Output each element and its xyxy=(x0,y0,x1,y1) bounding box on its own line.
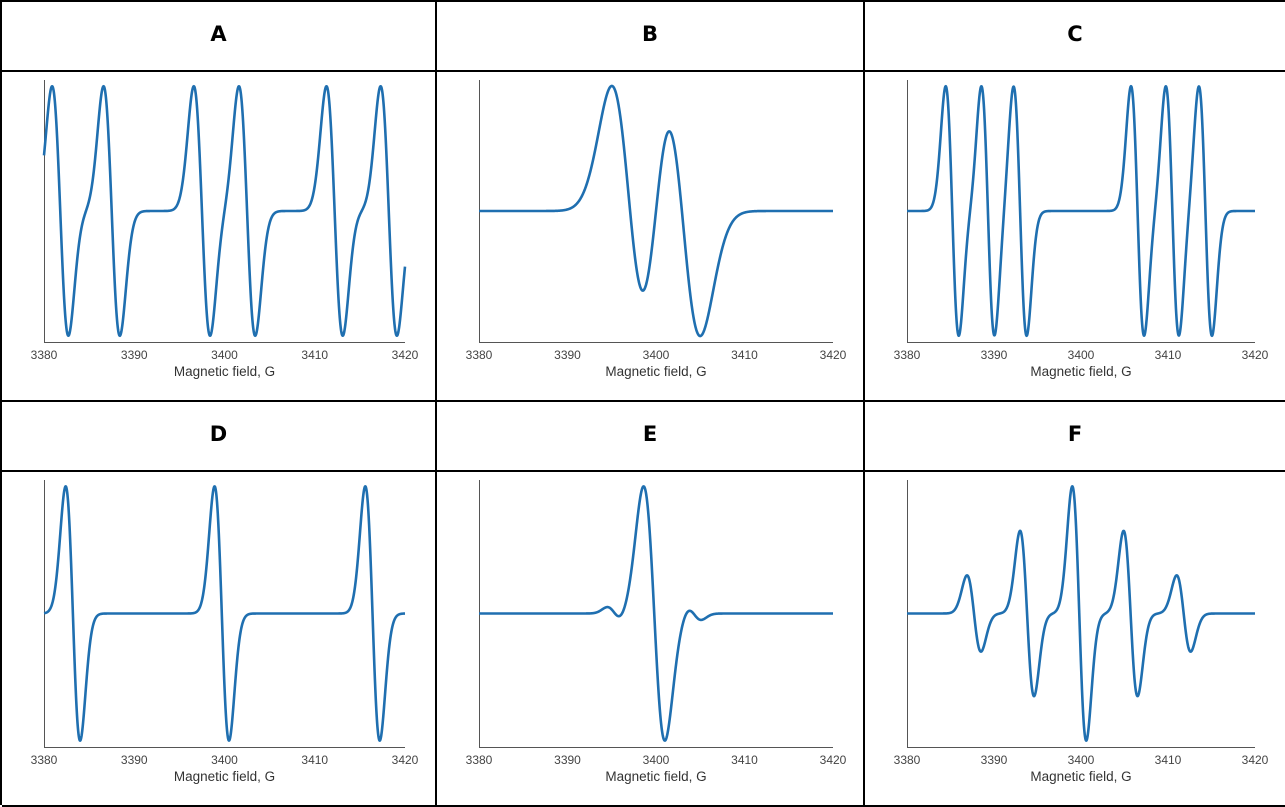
x-axis-label: Magnetic field, G xyxy=(1030,769,1131,784)
spectrum-line xyxy=(905,485,1257,742)
x-tick-label: 3390 xyxy=(554,753,581,767)
panel-label-f: F xyxy=(1067,422,1083,446)
epr-spectrum-e: 3380 3390 3400 3410 3420 Magnetic field, G xyxy=(466,480,847,784)
header-cell-e: E xyxy=(437,402,865,472)
spectrum-line xyxy=(42,84,407,338)
panel-label-e: E xyxy=(642,422,658,446)
header-cell-c: C xyxy=(865,2,1285,72)
x-tick-label: 3420 xyxy=(820,753,847,767)
x-tick-label: 3420 xyxy=(392,753,419,767)
x-tick-label: 3410 xyxy=(1155,753,1182,767)
panel-label-c: C xyxy=(1067,22,1083,46)
x-tick-label: 3410 xyxy=(301,348,328,362)
x-tick-label: 3420 xyxy=(820,348,847,362)
header-cell-b: B xyxy=(437,2,865,72)
x-axis-label: Magnetic field, G xyxy=(1030,364,1131,379)
x-tick-label: 3390 xyxy=(981,753,1008,767)
spectrum-line xyxy=(477,485,835,742)
epr-spectrum-b: 3380 3390 3400 3410 3420 Magnetic field, G xyxy=(466,80,847,379)
plot-cell-c: 3380 3390 3400 3410 3420 Magnetic field, G xyxy=(865,72,1285,402)
header-cell-f: F xyxy=(865,402,1285,472)
panel-label-b: B xyxy=(641,22,658,46)
x-tick-label: 3410 xyxy=(1155,348,1182,362)
x-tick-label: 3390 xyxy=(121,753,148,767)
x-tick-label: 3410 xyxy=(301,753,328,767)
x-tick-label: 3400 xyxy=(211,753,238,767)
x-tick-label: 3420 xyxy=(392,348,419,362)
epr-spectrum-c: 3380 3390 3400 3410 3420 Magnetic field, G xyxy=(894,80,1269,379)
x-tick-label: 3400 xyxy=(1068,753,1095,767)
spectrum-line xyxy=(905,84,1257,338)
x-axis-label: Magnetic field, G xyxy=(174,769,275,784)
x-tick-label: 3380 xyxy=(466,753,493,767)
x-axis-label: Magnetic field, G xyxy=(605,364,706,379)
plot-cell-f: 3380 3390 3400 3410 3420 Magnetic field, G xyxy=(865,472,1285,807)
panel-label-d: D xyxy=(209,422,228,446)
header-cell-a: A xyxy=(2,2,437,72)
epr-spectrum-a: 3380 3390 3400 3410 3420 Magnetic field, G xyxy=(31,80,419,379)
plot-cell-a: 3380 3390 3400 3410 3420 Magnetic field, G xyxy=(2,72,437,402)
plot-cell-e: 3380 3390 3400 3410 3420 Magnetic field, G xyxy=(437,472,865,807)
x-tick-label: 3380 xyxy=(466,348,493,362)
x-tick-label: 3390 xyxy=(554,348,581,362)
x-tick-label: 3410 xyxy=(731,348,758,362)
epr-spectrum-d: 3380 3390 3400 3410 3420 Magnetic field, G xyxy=(31,480,419,784)
x-tick-label: 3400 xyxy=(643,348,670,362)
panel-label-a: A xyxy=(210,22,227,46)
x-axis-label: Magnetic field, G xyxy=(605,769,706,784)
x-tick-label: 3380 xyxy=(894,753,921,767)
x-tick-label: 3390 xyxy=(121,348,148,362)
x-tick-label: 3380 xyxy=(894,348,921,362)
x-tick-label: 3380 xyxy=(31,753,58,767)
x-tick-label: 3380 xyxy=(31,348,58,362)
x-tick-label: 3400 xyxy=(643,753,670,767)
x-tick-label: 3400 xyxy=(1068,348,1095,362)
plot-cell-d: 3380 3390 3400 3410 3420 Magnetic field, G xyxy=(2,472,437,807)
x-tick-label: 3400 xyxy=(211,348,238,362)
x-tick-label: 3420 xyxy=(1242,753,1269,767)
epr-spectrum-f: 3380 3390 3400 3410 3420 Magnetic field, G xyxy=(894,480,1269,784)
x-tick-label: 3420 xyxy=(1242,348,1269,362)
x-axis-label: Magnetic field, G xyxy=(174,364,275,379)
spectrum-line xyxy=(477,84,835,338)
spectrum-line xyxy=(42,485,407,742)
x-tick-label: 3390 xyxy=(981,348,1008,362)
x-tick-label: 3410 xyxy=(731,753,758,767)
header-cell-d: D xyxy=(2,402,437,472)
plot-cell-b: 3380 3390 3400 3410 3420 Magnetic field, G xyxy=(437,72,865,402)
